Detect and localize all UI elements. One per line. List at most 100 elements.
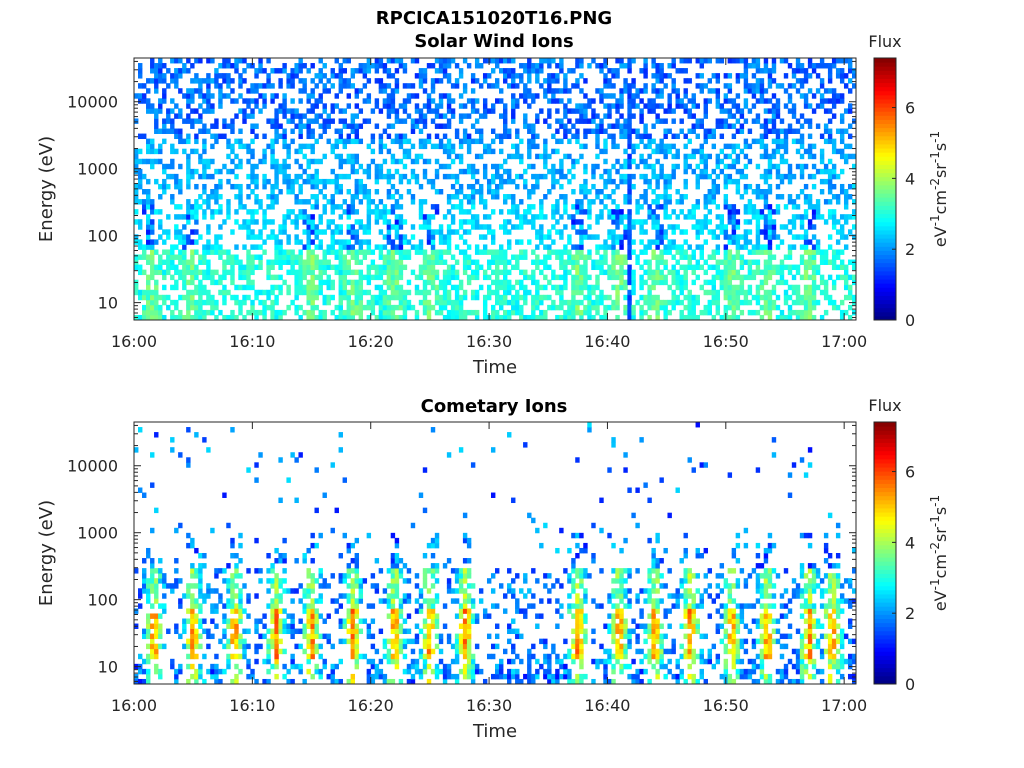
heatmap-cell bbox=[154, 653, 159, 660]
heatmap-cell bbox=[486, 189, 492, 195]
heatmap-cell bbox=[162, 274, 167, 281]
heatmap-cell bbox=[515, 83, 520, 89]
heatmap-cell bbox=[827, 88, 833, 94]
heatmap-cell bbox=[723, 98, 729, 104]
heatmap-cell bbox=[354, 259, 360, 265]
heatmap-cell bbox=[795, 128, 801, 134]
heatmap-cell bbox=[619, 93, 624, 99]
heatmap-cell bbox=[198, 593, 203, 599]
heatmap-cell bbox=[807, 58, 813, 64]
heatmap-cell bbox=[671, 78, 676, 84]
heatmap-cell bbox=[490, 163, 496, 170]
heatmap-cell bbox=[779, 314, 785, 321]
heatmap-cell bbox=[322, 279, 327, 286]
heatmap-cell bbox=[318, 189, 323, 195]
heatmap-cell bbox=[194, 219, 199, 225]
heatmap-cell bbox=[326, 199, 331, 205]
heatmap-cell bbox=[795, 264, 801, 271]
heatmap-cell bbox=[559, 229, 564, 235]
heatmap-cell bbox=[434, 103, 440, 109]
heatmap-cell bbox=[635, 133, 640, 140]
heatmap-cell bbox=[406, 83, 412, 89]
heatmap-cell bbox=[587, 103, 592, 109]
heatmap-cell bbox=[198, 623, 203, 629]
heatmap-cell bbox=[134, 158, 139, 165]
heatmap-cell bbox=[358, 189, 364, 195]
heatmap-cell bbox=[567, 88, 572, 94]
heatmap-cell bbox=[422, 259, 428, 265]
heatmap-cell bbox=[683, 88, 688, 94]
heatmap-cell bbox=[663, 133, 668, 140]
heatmap-cell bbox=[779, 224, 785, 230]
heatmap-cell bbox=[310, 299, 315, 306]
heatmap-cell bbox=[210, 108, 215, 114]
heatmap-cell bbox=[214, 118, 219, 124]
heatmap-cell bbox=[330, 68, 335, 74]
heatmap-cell bbox=[615, 234, 620, 240]
heatmap-cell bbox=[523, 113, 528, 119]
heatmap-cell bbox=[190, 618, 195, 624]
heatmap-cell bbox=[462, 294, 468, 301]
heatmap-cell bbox=[350, 194, 356, 200]
heatmap-cell bbox=[442, 289, 448, 296]
heatmap-cell bbox=[230, 294, 235, 301]
heatmap-cell bbox=[831, 58, 837, 64]
heatmap-cell bbox=[206, 274, 211, 281]
heatmap-cell bbox=[234, 58, 239, 64]
heatmap-cell bbox=[306, 128, 311, 134]
heatmap-cell bbox=[851, 214, 857, 220]
heatmap-cell bbox=[735, 314, 741, 321]
colorbar-segment bbox=[874, 205, 896, 210]
heatmap-cell bbox=[631, 173, 636, 180]
heatmap-cell bbox=[775, 133, 781, 140]
heatmap-cell bbox=[583, 93, 588, 99]
heatmap-cell bbox=[162, 299, 167, 306]
heatmap-cell bbox=[539, 68, 544, 74]
heatmap-cell bbox=[182, 628, 187, 635]
heatmap-cell bbox=[330, 73, 335, 79]
heatmap-cell bbox=[771, 163, 777, 170]
heatmap-cell bbox=[138, 487, 143, 493]
heatmap-cell bbox=[150, 568, 155, 574]
heatmap-cell bbox=[354, 178, 360, 185]
heatmap-cell bbox=[450, 204, 456, 210]
heatmap-cell bbox=[490, 239, 496, 245]
heatmap-cell bbox=[162, 583, 167, 589]
heatmap-cell bbox=[378, 304, 384, 311]
heatmap-cell bbox=[170, 199, 175, 205]
heatmap-cell bbox=[643, 309, 648, 316]
heatmap-cell bbox=[194, 633, 199, 640]
heatmap-cell bbox=[707, 279, 712, 286]
heatmap-cell bbox=[298, 128, 303, 134]
heatmap-cell bbox=[643, 178, 648, 185]
heatmap-cell bbox=[527, 103, 532, 109]
heatmap-cell bbox=[150, 653, 155, 660]
heatmap-cell bbox=[382, 289, 388, 296]
heatmap-cell bbox=[671, 289, 676, 296]
heatmap-cell bbox=[679, 309, 684, 316]
heatmap-cell bbox=[150, 304, 155, 311]
heatmap-cell bbox=[587, 314, 592, 321]
heatmap-cell bbox=[831, 173, 837, 180]
heatmap-cell bbox=[519, 294, 524, 301]
heatmap-cell bbox=[350, 224, 356, 230]
heatmap-cell bbox=[466, 143, 472, 150]
heatmap-cell bbox=[454, 314, 460, 321]
x-tick-label: 16:50 bbox=[703, 332, 749, 351]
heatmap-cell bbox=[739, 73, 745, 79]
heatmap-cell bbox=[743, 209, 749, 215]
heatmap-cell bbox=[374, 189, 380, 195]
heatmap-cell bbox=[306, 234, 311, 240]
heatmap-cell bbox=[150, 563, 155, 569]
heatmap-cell bbox=[150, 244, 155, 250]
heatmap-cell bbox=[531, 224, 536, 230]
heatmap-cell bbox=[154, 113, 159, 119]
heatmap-cell bbox=[783, 204, 789, 210]
heatmap-cell bbox=[739, 264, 745, 271]
heatmap-cell bbox=[138, 183, 143, 190]
colorbar-segment bbox=[874, 66, 896, 71]
heatmap-cell bbox=[234, 299, 239, 306]
heatmap-cell bbox=[198, 633, 203, 640]
heatmap-cell bbox=[771, 153, 777, 160]
heatmap-cell bbox=[699, 73, 704, 79]
